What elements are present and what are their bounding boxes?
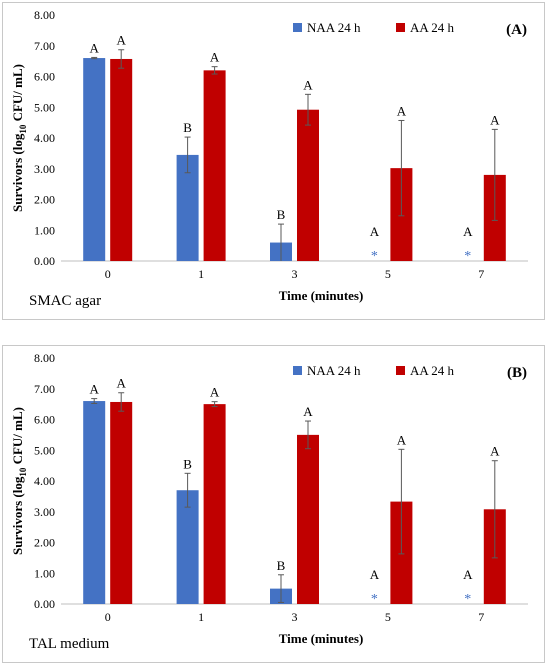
x-axis-label: Time (minutes) <box>279 288 364 303</box>
y-axis-label: Survivors (log10 CFU/ mL) <box>10 407 28 555</box>
y-tick-label: 0.00 <box>34 254 55 268</box>
significance-letter: A <box>370 567 380 582</box>
significance-letter: A <box>90 382 100 397</box>
medium-label: SMAC agar <box>29 293 101 309</box>
y-tick-label: 4.00 <box>34 474 55 488</box>
bar <box>203 404 226 604</box>
bar <box>176 490 199 604</box>
legend-label: AA 24 h <box>410 363 455 378</box>
panel-label: (A) <box>506 22 527 38</box>
chart-panel-a: 0.00 1.00 2.00 3.00 4.00 5.00 6.00 7.00 8.00 0 A A 1… <box>2 2 545 320</box>
significance-letter: B <box>277 558 286 573</box>
x-tick-label: 0 <box>105 267 111 281</box>
y-tick-label: 6.00 <box>34 413 55 427</box>
bar <box>297 434 319 604</box>
significance-letter: B <box>277 207 286 222</box>
bar <box>176 154 199 261</box>
legend-label: NAA 24 h <box>307 363 361 378</box>
legend-swatch <box>293 23 302 32</box>
y-axis-label-main: Survivors (log <box>10 476 25 555</box>
significance-letter: A <box>117 33 127 48</box>
x-tick-label: 0 <box>105 610 111 624</box>
x-tick-label: 5 <box>385 267 391 281</box>
x-tick-label: 7 <box>478 610 484 624</box>
y-tick-label: 6.00 <box>34 70 55 84</box>
y-axis-label-subscript: 10 <box>18 467 28 477</box>
y-axis-label-main: Survivors (log <box>10 133 25 212</box>
significance-letter: A <box>210 50 220 65</box>
medium-label: TAL medium <box>29 636 110 652</box>
x-axis-label: Time (minutes) <box>279 631 364 646</box>
chart-b-svg: 0.00 1.00 2.00 3.00 4.00 5.00 6.00 7.00 8.00 0 A A 1… <box>10 351 528 652</box>
significance-letter: A <box>117 376 127 391</box>
significance-letter: A <box>303 77 313 92</box>
y-tick-label: 8.00 <box>34 8 55 22</box>
significance-letter: A <box>90 40 100 55</box>
y-tick-label: 0.00 <box>34 597 55 611</box>
y-tick-label: 1.00 <box>34 223 55 237</box>
y-tick-label: 8.00 <box>34 351 55 365</box>
x-tick-label: 7 <box>478 267 484 281</box>
y-tick-label: 3.00 <box>34 162 55 176</box>
legend-swatch <box>396 23 405 32</box>
x-tick-label: 1 <box>198 610 204 624</box>
y-tick-label: 2.00 <box>34 536 55 550</box>
x-tick-label: 3 <box>292 267 298 281</box>
significance-letter: A <box>490 112 500 127</box>
y-tick-label: 7.00 <box>34 39 55 53</box>
chart-panel-b: 0.00 1.00 2.00 3.00 4.00 5.00 6.00 7.00 8.00 0 A A 1… <box>2 345 545 663</box>
legend-label: NAA 24 h <box>307 20 361 35</box>
legend-swatch <box>293 366 302 375</box>
y-tick-label: 2.00 <box>34 193 55 207</box>
zero-survivor-marker: * <box>371 592 378 607</box>
significance-letter: A <box>463 224 473 239</box>
y-axis-label-unit: CFU/ mL) <box>10 64 25 125</box>
significance-letter: A <box>397 432 407 447</box>
zero-survivor-marker: * <box>464 249 471 264</box>
significance-letter: A <box>463 567 473 582</box>
significance-letter: A <box>490 444 500 459</box>
x-tick-label: 5 <box>385 610 391 624</box>
x-tick-label: 3 <box>292 610 298 624</box>
zero-survivor-marker: * <box>464 592 471 607</box>
bar <box>83 58 106 261</box>
significance-letter: A <box>397 103 407 118</box>
y-tick-label: 4.00 <box>34 131 55 145</box>
bar <box>203 70 226 261</box>
significance-letter: B <box>183 120 192 135</box>
legend-label: AA 24 h <box>410 20 455 35</box>
bar <box>83 401 106 604</box>
chart-a-svg: 0.00 1.00 2.00 3.00 4.00 5.00 6.00 7.00 8.00 0 A A 1… <box>10 8 528 309</box>
y-tick-label: 5.00 <box>34 100 55 114</box>
legend-swatch <box>396 366 405 375</box>
y-tick-label: 3.00 <box>34 505 55 519</box>
significance-letter: A <box>210 385 220 400</box>
y-axis-label-subscript: 10 <box>18 124 28 134</box>
panel-label: (B) <box>507 365 527 381</box>
y-tick-label: 5.00 <box>34 443 55 457</box>
y-tick-label: 7.00 <box>34 382 55 396</box>
y-axis-label: Survivors (log10 CFU/ mL) <box>10 64 28 212</box>
significance-letter: B <box>183 456 192 471</box>
x-tick-label: 1 <box>198 267 204 281</box>
zero-survivor-marker: * <box>371 249 378 264</box>
bar <box>110 401 133 604</box>
significance-letter: A <box>303 404 313 419</box>
bar <box>110 58 133 261</box>
y-tick-label: 1.00 <box>34 566 55 580</box>
bar <box>297 109 319 262</box>
significance-letter: A <box>370 224 380 239</box>
y-axis-label-unit: CFU/ mL) <box>10 407 25 468</box>
